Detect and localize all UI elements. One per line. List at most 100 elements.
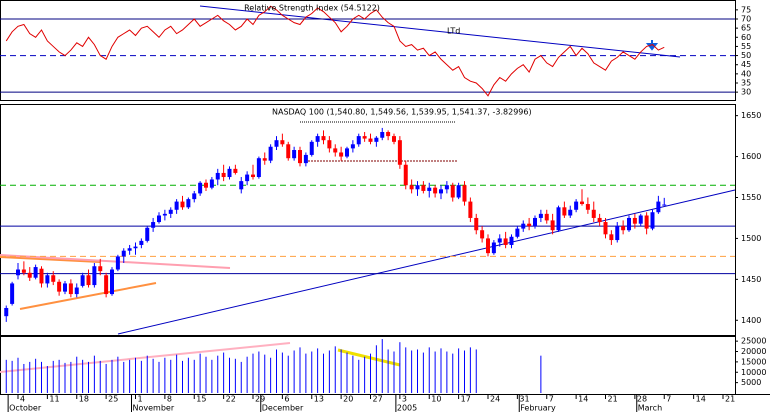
month-label: 2005	[397, 404, 417, 413]
candle-body	[198, 182, 203, 194]
candle-body	[503, 238, 508, 245]
candle-body	[180, 201, 185, 208]
candle-body	[444, 185, 449, 190]
y-tick-label: 1400	[741, 316, 761, 325]
candle-body	[497, 238, 502, 243]
candle-body	[139, 240, 144, 245]
candle-body	[603, 222, 608, 235]
candle-body	[621, 226, 626, 231]
candle-body	[562, 207, 567, 216]
x-tick-label: 24	[490, 395, 500, 404]
y-tick-label: 65	[741, 24, 751, 33]
candle-body	[151, 222, 156, 228]
trend-line	[0, 254, 231, 269]
y-tick-label: 30	[741, 88, 751, 97]
candle-body	[321, 136, 326, 141]
x-tick-label: 29	[255, 395, 265, 404]
candle-body	[286, 144, 291, 159]
candle-body	[74, 287, 79, 295]
x-tick-label: 14	[578, 395, 588, 404]
candle-body	[221, 172, 226, 178]
candle-body	[574, 201, 579, 210]
x-tick-label: 7	[549, 395, 554, 404]
candle-body	[386, 132, 391, 137]
chart-title: NASDAQ 100 (1,540.80, 1,549.56, 1,539.95…	[272, 108, 532, 117]
candle-body	[10, 283, 15, 304]
y-tick-label: 55	[741, 42, 751, 51]
y-tick-label: 1600	[741, 152, 761, 161]
candle-body	[421, 185, 426, 191]
candle-body	[256, 158, 261, 178]
candle-body	[327, 140, 332, 149]
indicator-frame	[0, 0, 736, 101]
candle-body	[68, 283, 73, 295]
candle-body	[380, 132, 385, 138]
candle-body	[33, 267, 38, 278]
x-tick-label: 15	[196, 395, 206, 404]
candle-body	[333, 148, 338, 153]
candle-body	[315, 136, 320, 142]
candle-body	[468, 201, 473, 218]
candle-body	[533, 217, 537, 227]
candle-body	[215, 172, 220, 180]
indicator-line	[5, 5, 665, 97]
candle-body	[51, 275, 56, 282]
x-tick-label: 31	[519, 395, 529, 404]
x-tick-label: 10	[431, 395, 441, 404]
y-tick-label: 45	[741, 60, 751, 69]
trend-line	[19, 282, 157, 310]
candle-body	[192, 193, 197, 200]
candle-body	[609, 234, 614, 241]
candle-body	[115, 256, 120, 270]
y-tick-label: 1550	[741, 193, 761, 202]
x-tick-label: 20	[343, 395, 353, 404]
x-tick-label: 21	[608, 395, 618, 404]
candle-body	[662, 204, 667, 206]
candle-body	[362, 136, 367, 139]
candle-body	[350, 144, 355, 149]
y-tick-label: 60	[741, 33, 751, 42]
y-tick-label: 10000	[741, 368, 766, 377]
x-tick-label: 14	[696, 395, 706, 404]
x-tick-label: 1	[138, 395, 143, 404]
candle-body	[39, 268, 44, 284]
candle-body	[632, 217, 637, 224]
candle-body	[298, 150, 302, 164]
candle-body	[174, 201, 179, 210]
candle-body	[133, 246, 138, 249]
candle-body	[145, 227, 150, 241]
price-frame	[0, 104, 736, 336]
y-tick-label: 1650	[741, 111, 761, 120]
trend-line	[199, 5, 681, 58]
candle-body	[439, 189, 443, 194]
candle-body	[374, 137, 379, 142]
x-tick-label: 28	[637, 395, 647, 404]
candle-body	[268, 146, 273, 161]
candle-body	[491, 242, 496, 254]
candle-body	[615, 226, 620, 241]
trend-line	[337, 348, 401, 367]
candle-body	[521, 223, 526, 229]
candle-body	[274, 140, 279, 147]
candle-body	[356, 136, 361, 145]
x-tick-label: 18	[79, 395, 89, 404]
month-label: December	[262, 404, 304, 413]
candle-body	[638, 215, 643, 224]
candle-body	[245, 174, 250, 182]
candle-body	[433, 187, 438, 194]
candle-body	[515, 228, 520, 237]
candle-body	[415, 185, 420, 190]
x-tick-label: 27	[373, 395, 383, 404]
candle-body	[168, 209, 173, 214]
candle-body	[227, 168, 232, 178]
candle-body	[644, 215, 649, 229]
candle-body	[544, 213, 549, 221]
candle-body	[98, 266, 103, 272]
candle-body	[186, 199, 191, 208]
candle-body	[80, 275, 85, 286]
candle-body	[650, 212, 655, 229]
candle-body	[580, 201, 584, 205]
